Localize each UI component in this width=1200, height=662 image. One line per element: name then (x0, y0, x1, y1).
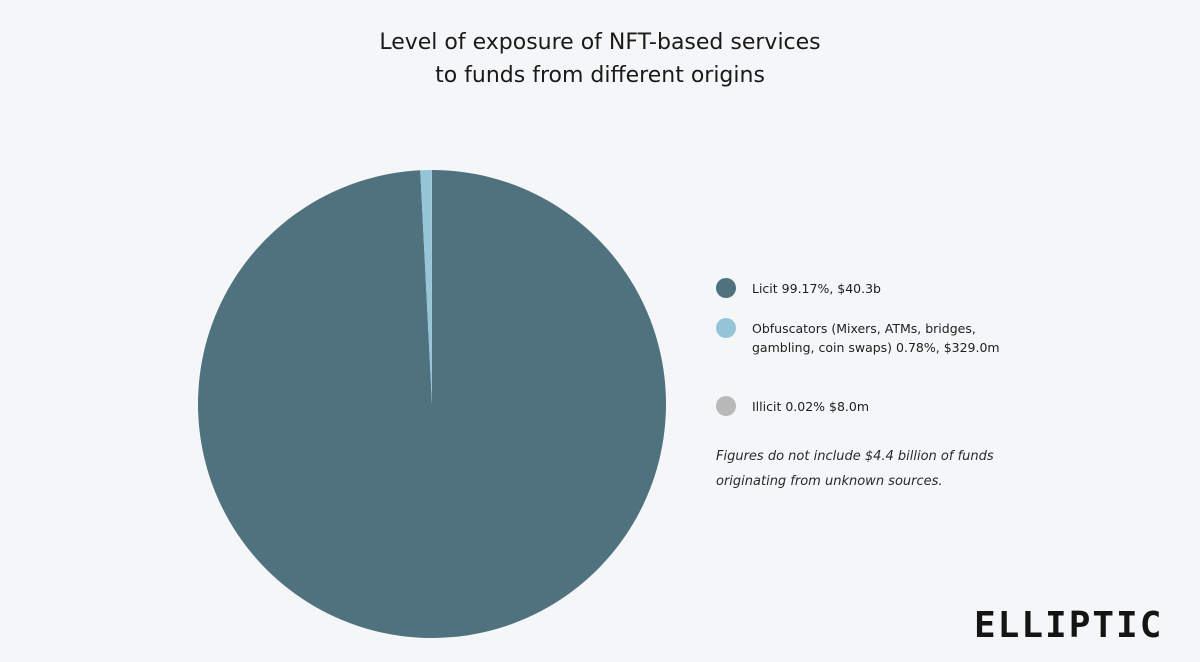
legend-label-illicit: Illicit 0.02% $8.0m (752, 399, 870, 414)
legend-label-licit: Licit 99.17%, $40.3b (752, 281, 881, 296)
footnote-line-2: originating from unknown sources. (716, 474, 943, 489)
legend-label-obfuscators-line-1: Obfuscators (Mixers, ATMs, bridges, (752, 321, 976, 336)
legend-swatch-illicit (716, 396, 736, 416)
chart-title: Level of exposure of NFT-based services … (0, 26, 1200, 92)
footnote-line-1: Figures do not include $4.4 billion of f… (716, 449, 994, 464)
elliptic-logo: ELLIPTIC (974, 605, 1164, 646)
chart-title-line-2: to funds from different origins (435, 63, 765, 88)
legend-label-obfuscators-line-2: gambling, coin swaps) 0.78%, $329.0m (752, 340, 1000, 355)
legend-label-obfuscators: Obfuscators (Mixers, ATMs, bridges, gamb… (752, 319, 1052, 357)
footnote: Figures do not include $4.4 billion of f… (716, 444, 1036, 494)
pie-slice-licit (198, 170, 667, 639)
pie-slice-obfuscators (420, 170, 432, 404)
legend-swatch-obfuscators (716, 318, 736, 338)
chart-title-line-1: Level of exposure of NFT-based services (379, 30, 821, 55)
legend-swatch-licit (716, 278, 736, 298)
